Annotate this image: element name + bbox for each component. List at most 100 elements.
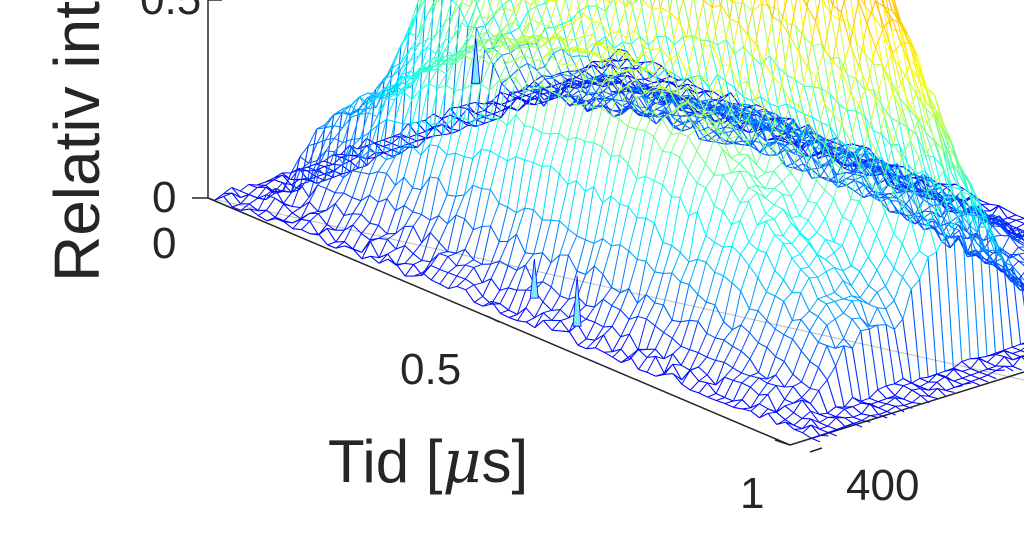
mesh-segment [977, 216, 988, 231]
mesh-segment [409, 44, 419, 61]
mesh-segment [425, 0, 435, 139]
mesh-segment [977, 214, 987, 220]
mesh-segment [706, 98, 716, 101]
mesh-segment [863, 169, 874, 177]
mesh-segment [976, 226, 987, 251]
mesh-segment [612, 99, 623, 115]
mesh-segment [1018, 246, 1024, 248]
mesh-segment [920, 395, 930, 397]
mesh-segment [587, 77, 597, 94]
mesh-segment [643, 47, 653, 51]
mesh-segment [570, 76, 580, 92]
mesh-segment [866, 1, 876, 24]
mesh-segment [544, 0, 550, 4]
mesh-segment [994, 246, 1005, 351]
mesh-segment [888, 192, 898, 194]
mesh-segment [365, 137, 376, 144]
mesh-segment [872, 190, 882, 202]
mesh-segment [587, 5, 598, 43]
mesh-segment [871, 169, 881, 176]
mesh-segment [416, 121, 426, 132]
mesh-segment [509, 91, 519, 93]
mesh-segment [768, 153, 778, 156]
mesh-segment [733, 142, 743, 146]
mesh-segment [392, 74, 403, 94]
mesh-segment [655, 115, 666, 125]
mesh-segment [1020, 343, 1024, 345]
mesh-segment [554, 0, 563, 24]
mesh-segment [548, 0, 558, 27]
mesh-segment [867, 189, 877, 219]
mesh-segment [682, 0, 693, 37]
mesh-segment [544, 3, 555, 28]
mesh-segment [525, 80, 535, 90]
mesh-segment [682, 36, 692, 78]
mesh-segment [686, 78, 697, 88]
mesh-segment [900, 64, 911, 85]
mesh-segment [409, 55, 420, 72]
mesh-segment [941, 215, 951, 239]
mesh-segment [934, 113, 945, 135]
mesh-segment [703, 45, 714, 77]
mesh-segment [565, 0, 573, 26]
mesh-segment [987, 369, 997, 376]
mesh-segment [807, 200, 817, 205]
mesh-segment [483, 102, 493, 111]
mesh-segment [712, 45, 722, 67]
mesh-segment [738, 118, 748, 124]
mesh-segment [875, 150, 886, 176]
mesh-segment [994, 246, 1005, 263]
mesh-segment [561, 73, 571, 77]
mesh-segment [824, 144, 834, 163]
mesh-segment [858, 85, 868, 105]
mesh-segment [634, 0, 644, 30]
mesh-segment [1021, 355, 1024, 357]
mesh-segment [883, 26, 894, 53]
mesh-segment [534, 95, 545, 107]
mesh-segment [781, 135, 791, 143]
mesh-segment [444, 36, 454, 42]
mesh-segment [891, 29, 901, 68]
mesh-segment [434, 134, 443, 137]
mesh-segment [833, 241, 843, 247]
mesh-segment [408, 140, 418, 145]
mesh-segment [838, 57, 848, 111]
mesh-segment [660, 59, 671, 69]
mesh-segment [543, 87, 554, 96]
mesh-segment [777, 125, 787, 132]
mesh-segment [824, 198, 835, 219]
mesh-segment [890, 117, 900, 123]
mesh-segment [892, 18, 902, 25]
mesh-segment [933, 141, 944, 168]
mesh-segment [565, 21, 576, 41]
mesh-segment [759, 121, 770, 147]
mesh-segment [832, 4, 842, 13]
mesh-segment [892, 190, 903, 204]
mesh-segment [794, 130, 804, 156]
mesh-segment [816, 203, 826, 219]
mesh-segment [751, 56, 762, 65]
mesh-segment [601, 63, 611, 76]
mesh-segment [811, 168, 821, 178]
mesh-segment [829, 93, 839, 140]
mesh-segment [453, 22, 463, 56]
mesh-segment [898, 122, 909, 165]
mesh-segment [980, 200, 991, 205]
mesh-segment [609, 60, 619, 62]
mesh-segment [902, 261, 912, 278]
mesh-segment [837, 139, 848, 165]
mesh-segment [621, 105, 631, 109]
mesh-segment [959, 212, 969, 225]
mesh-segment [746, 0, 756, 35]
mesh-segment [374, 142, 384, 147]
mesh-segment [851, 143, 861, 147]
mesh-segment [792, 139, 802, 145]
mesh-segment [917, 56, 928, 91]
mesh-segment [918, 151, 928, 158]
mesh-segment [458, 104, 468, 108]
mesh-segment [652, 47, 662, 63]
mesh-segment [937, 388, 947, 397]
mesh-segment [518, 68, 528, 86]
mesh-segment [875, 47, 885, 70]
mesh-segment [951, 143, 962, 171]
